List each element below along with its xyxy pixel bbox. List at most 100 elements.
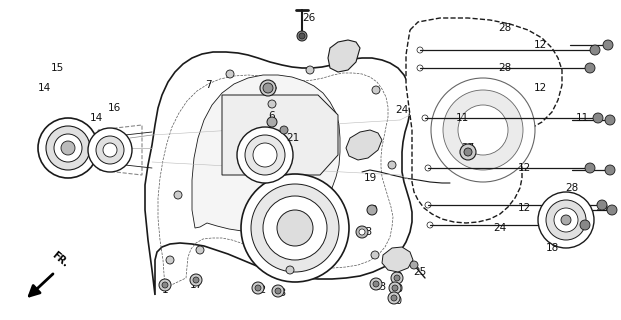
- Circle shape: [275, 288, 281, 294]
- Text: 25: 25: [414, 267, 427, 277]
- Text: 28: 28: [499, 63, 512, 73]
- Circle shape: [237, 127, 293, 183]
- Text: 29: 29: [596, 203, 609, 213]
- Circle shape: [96, 136, 124, 164]
- Circle shape: [103, 143, 117, 157]
- Circle shape: [391, 295, 397, 301]
- Text: 19: 19: [363, 173, 376, 183]
- Circle shape: [603, 40, 613, 50]
- Text: 9: 9: [371, 205, 378, 215]
- Text: 12: 12: [517, 203, 530, 213]
- Circle shape: [431, 78, 535, 182]
- Circle shape: [367, 205, 377, 215]
- Circle shape: [297, 31, 307, 41]
- Circle shape: [561, 215, 571, 225]
- Circle shape: [54, 134, 82, 162]
- Circle shape: [590, 45, 600, 55]
- Text: 1: 1: [161, 285, 168, 295]
- Text: 28: 28: [499, 23, 512, 33]
- Circle shape: [252, 282, 264, 294]
- Circle shape: [605, 165, 615, 175]
- Circle shape: [280, 126, 288, 134]
- Text: 24: 24: [493, 223, 507, 233]
- Circle shape: [286, 266, 294, 274]
- Text: 14: 14: [89, 113, 102, 123]
- Text: 15: 15: [50, 63, 63, 73]
- Polygon shape: [145, 52, 412, 295]
- Circle shape: [392, 285, 398, 291]
- Circle shape: [299, 33, 305, 39]
- Circle shape: [389, 282, 401, 294]
- Circle shape: [166, 256, 174, 264]
- Polygon shape: [346, 130, 382, 160]
- Circle shape: [580, 220, 590, 230]
- Text: 17: 17: [189, 280, 202, 290]
- Circle shape: [241, 174, 349, 282]
- Circle shape: [193, 277, 199, 283]
- Text: 28: 28: [565, 183, 579, 193]
- Circle shape: [272, 285, 284, 297]
- Circle shape: [263, 83, 273, 93]
- Text: 12: 12: [533, 40, 546, 50]
- Circle shape: [88, 128, 132, 172]
- Circle shape: [370, 278, 382, 290]
- Text: 22: 22: [253, 285, 266, 295]
- Circle shape: [356, 226, 368, 238]
- Circle shape: [46, 126, 90, 170]
- Text: 5: 5: [269, 83, 275, 93]
- Circle shape: [268, 100, 276, 108]
- Circle shape: [554, 208, 578, 232]
- Text: 24: 24: [396, 105, 409, 115]
- Circle shape: [538, 192, 594, 248]
- Text: 4: 4: [355, 143, 361, 153]
- Circle shape: [443, 90, 523, 170]
- Circle shape: [61, 141, 75, 155]
- Text: 26: 26: [302, 13, 315, 23]
- Polygon shape: [328, 40, 360, 72]
- Circle shape: [605, 115, 615, 125]
- Circle shape: [306, 66, 314, 74]
- Circle shape: [38, 118, 98, 178]
- Circle shape: [371, 251, 379, 259]
- Circle shape: [388, 161, 396, 169]
- Text: 6: 6: [269, 111, 275, 121]
- Circle shape: [410, 261, 418, 269]
- Text: 12: 12: [517, 163, 530, 173]
- Text: 10: 10: [389, 296, 402, 306]
- Circle shape: [255, 285, 261, 291]
- Text: 20: 20: [391, 284, 404, 294]
- Text: 11: 11: [576, 113, 589, 123]
- Text: 16: 16: [107, 103, 120, 113]
- Circle shape: [546, 200, 586, 240]
- Circle shape: [253, 143, 277, 167]
- Circle shape: [607, 205, 617, 215]
- Circle shape: [245, 135, 285, 175]
- Circle shape: [597, 200, 607, 210]
- Polygon shape: [222, 95, 338, 175]
- Circle shape: [263, 196, 327, 260]
- Circle shape: [159, 279, 171, 291]
- Circle shape: [162, 282, 168, 288]
- Circle shape: [196, 246, 204, 254]
- Text: 21: 21: [286, 133, 299, 143]
- Text: 14: 14: [37, 83, 51, 93]
- Text: 7: 7: [205, 80, 211, 90]
- Text: 23: 23: [373, 282, 387, 292]
- Text: 23: 23: [360, 227, 373, 237]
- Circle shape: [593, 113, 603, 123]
- Circle shape: [260, 80, 276, 96]
- Circle shape: [394, 275, 400, 281]
- Circle shape: [226, 70, 234, 78]
- Circle shape: [464, 148, 472, 156]
- Circle shape: [267, 117, 277, 127]
- Circle shape: [277, 210, 313, 246]
- Circle shape: [458, 105, 508, 155]
- Polygon shape: [192, 75, 340, 232]
- Polygon shape: [382, 247, 413, 272]
- Text: 27: 27: [461, 143, 474, 153]
- Polygon shape: [406, 18, 562, 223]
- Circle shape: [460, 144, 476, 160]
- Circle shape: [391, 272, 403, 284]
- Circle shape: [251, 184, 339, 272]
- Circle shape: [585, 63, 595, 73]
